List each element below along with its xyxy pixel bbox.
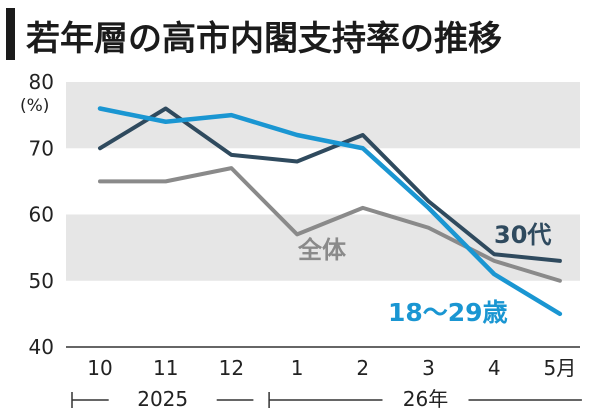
x-tick-labels: 10 11 12 1 2 3 4 5月 [87,356,576,380]
series-line [98,166,562,283]
x-tick-label: 5月 [544,356,577,380]
year-group-label: 2025 [137,387,188,411]
y-tick-label: 70 [29,136,54,160]
x-tick-label: 10 [87,356,112,380]
title-bar-marker [6,8,15,60]
series-label: 18〜29歳 [388,298,508,327]
series-labels: 全体 30代 18〜29歳 [297,221,551,327]
y-tick-label: 80 [29,70,54,94]
series-line [98,106,562,263]
x-tick-label: 4 [488,356,501,380]
y-tick-label: 50 [29,269,54,293]
series-lines [97,106,563,317]
series-label: 全体 [297,236,347,264]
y-axis-unit-label: (%) [20,96,49,116]
series-line [97,106,563,317]
x-tick-label: 2 [356,356,369,380]
series-label: 30代 [494,221,551,249]
x-tick-label: 3 [422,356,435,380]
y-tick-labels: 40 50 60 70 80 [29,70,54,359]
x-tick-label: 11 [153,356,178,380]
x-tick-label: 1 [291,356,304,380]
chart-title: 若年層の高市内閣支持率の推移 [26,19,502,59]
y-tick-label: 60 [29,203,54,227]
year-group-labels: 2025 26年 [71,387,582,411]
x-tick-label: 12 [219,356,244,380]
y-tick-label: 40 [29,335,54,359]
year-group-label: 26年 [403,387,448,411]
